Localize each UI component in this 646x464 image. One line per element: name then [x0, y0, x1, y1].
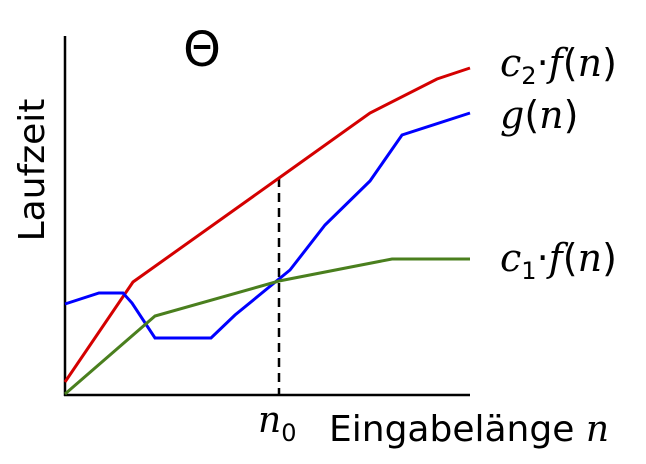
x-axis-label: Eingabelänge n [329, 409, 609, 450]
x-axis-label-text: Eingabelänge [329, 409, 574, 450]
label-c2-arg: n [578, 41, 602, 85]
x-axis-label-var: n [586, 409, 609, 450]
label-c1-sub: 1 [521, 257, 536, 285]
theta-symbol: Θ [183, 22, 221, 78]
curve-c2-f-n [63, 66, 471, 383]
label-c2-dot: · [537, 41, 549, 85]
curve-c1-f-n [64, 257, 470, 396]
label-g-arg: n [539, 93, 563, 137]
label-c2-sub: 2 [521, 62, 536, 90]
n0-sub: 0 [281, 419, 296, 447]
label-c1-arg: n [578, 236, 602, 280]
label-c1-f-n: c1·f(n) [500, 236, 617, 285]
label-c2-coef: c [500, 41, 521, 85]
n0-var: n [258, 400, 281, 441]
label-c1-coef: c [500, 236, 521, 280]
y-axis-label: Laufzeit [12, 99, 53, 242]
label-g-func: g [500, 93, 524, 137]
label-g-n: g(n) [500, 93, 578, 137]
n0-label: n0 [258, 400, 296, 447]
curve-g-n [64, 111, 471, 340]
label-c2-f-n: c2·f(n) [500, 41, 617, 90]
label-c1-dot: · [537, 236, 549, 280]
